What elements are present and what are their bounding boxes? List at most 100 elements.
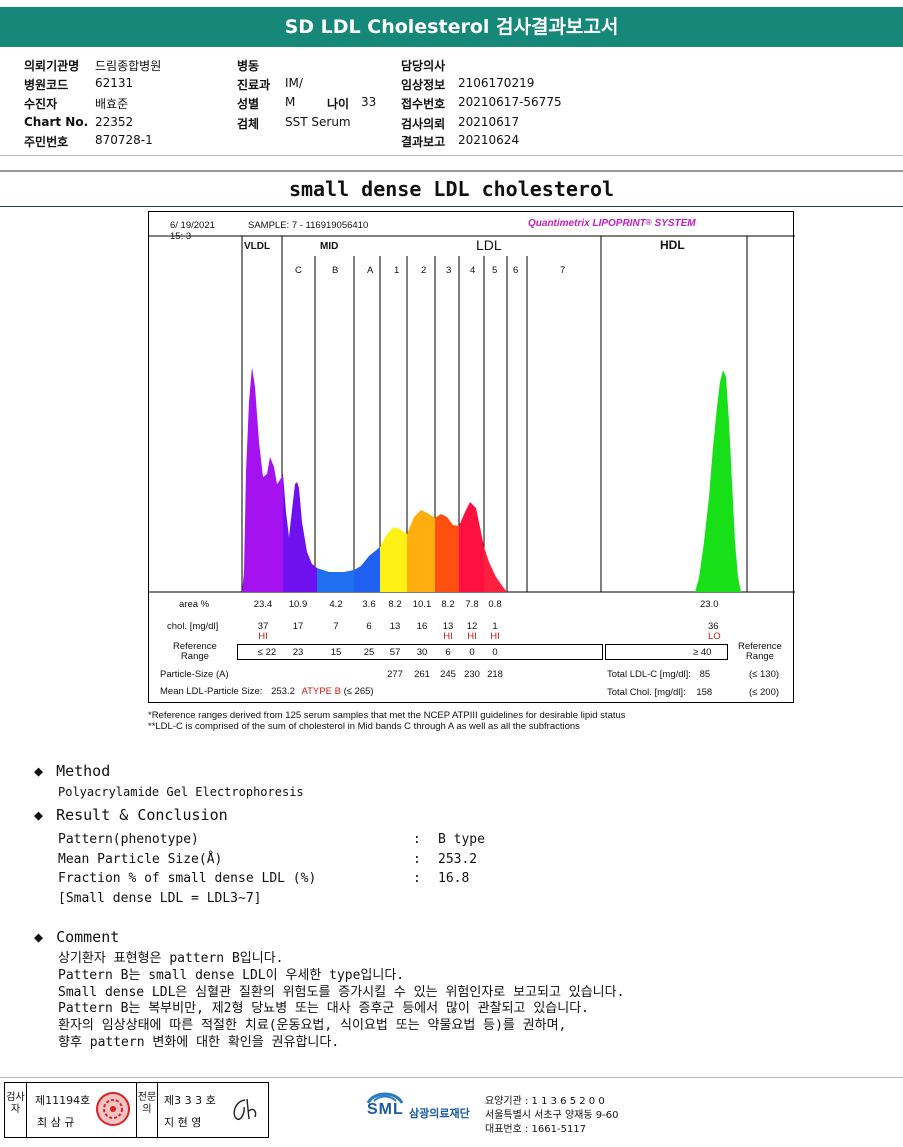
mid-c-area [283,474,317,592]
particle-size-value: 218 [487,669,503,680]
info-specimen: 검체 SST Serum [237,115,351,131]
divider [0,170,903,172]
specialist-no: 제3 3 3 호 [164,1094,216,1107]
row-label-chol: chol. [mg/dl] [167,621,219,632]
area-value: 3.6 [362,599,376,610]
result-note: [Small dense LDL = LDL3~7] [58,891,262,906]
reference-value: 15 [330,647,342,658]
row-label-area: area % [179,599,210,610]
area-value: 23.4 [253,599,273,610]
band-label-a: A [367,265,374,276]
info-request-date: 검사의뢰 20210617 [401,115,520,131]
row-label-particle: Particle-Size (A) [160,669,229,680]
chol-value: 37 [257,621,269,632]
chol-flag: HI [258,631,268,642]
reference-box-hdl [605,644,728,660]
particle-size-value: 230 [464,669,480,680]
info-department: 진료과 IM/ [237,76,303,92]
area-value: 10.9 [288,599,308,610]
info-hospital-code: 병원코드 62131 [24,76,134,92]
divider [0,206,903,207]
chol-flag: HI [443,631,453,642]
hdl-area [695,370,741,592]
examiner-name: 최 삼 규 [37,1116,75,1129]
chol-flag: HI [467,631,477,642]
group-hdl: HDL [660,238,685,252]
lipoprint-chart: 6/ 19/2021 15: 3 SAMPLE: 7 - 11691905641… [148,211,795,703]
method-heading: ◆ Method [34,762,111,780]
org-line: 요양기관 : 1 1 3 6 5 2 0 0 [485,1096,605,1107]
specialist-name: 지 현 영 [164,1116,202,1129]
divider [0,155,903,156]
total-chol: Total Chol. [mg/dl]: 158 [607,687,713,698]
total-ldl-limit: (≤ 130) [749,669,780,680]
ldl3-area [435,514,459,592]
comment-line: 상기환자 표현형은 pattern B입니다. [58,951,284,966]
info-institution: 의뢰기관명 드림종합병원 [24,59,162,73]
mid-a-area [354,547,380,592]
divider [0,1077,903,1078]
vldl-area [242,367,283,592]
hdl-reference: ≥ 40 [693,647,712,658]
band-label-7: 7 [560,265,566,276]
chol-value: 1 [492,621,498,632]
info-clinical: 임상정보 2106170219 [401,76,535,92]
info-age: 나이 33 [327,95,377,111]
report-header-title: SD LDL Cholesterol 검사결과보고서 [0,7,903,47]
result-row: Mean Particle Size(Å) [58,852,223,867]
chart-sample: SAMPLE: 7 - 116919056410 [248,220,369,231]
reference-value: 0 [469,647,475,658]
info-ward: 병동 [237,59,260,73]
total-chol-limit: (≤ 200) [749,687,780,698]
comment-line: Small dense LDL은 심혈관 질환의 위험도를 증가시킬 수 있는 … [58,985,625,1000]
result-row: Pattern(phenotype) [58,832,199,847]
sml-logo-icon [366,1092,404,1104]
chart-brand: Quantimetrix LIPOPRINT® SYSTEM [528,218,696,229]
total-ldl: Total LDL-C [mg/dl]: 85 [607,669,711,680]
reference-value: 0 [492,647,498,658]
result-value: B type [438,832,485,847]
chol-value: 16 [416,621,428,632]
chol-value: 13 [442,621,454,632]
hdl-reference-label: Reference Range [738,641,782,662]
org-line: 대표번호 : 1661-5117 [485,1124,587,1135]
comment-line: 향후 pattern 변화에 대한 확인을 권유합니다. [58,1035,340,1050]
org-logo-text: SML [367,1101,404,1118]
reference-value: 30 [416,647,428,658]
examiner-label: 검사자 [5,1083,27,1137]
footnote-1: *Reference ranges derived from 125 serum… [148,710,626,721]
row-label-mean: Mean LDL-Particle Size: 253.2 ATYPE B (≤… [160,686,374,697]
chol-value: 7 [333,621,339,632]
band-label-2: 2 [421,265,427,276]
result-heading: ◆ Result & Conclusion [34,806,228,824]
chol-value: 6 [366,621,372,632]
ldl5-area [484,547,507,592]
reference-value: 23 [292,647,304,658]
hdl-chol: 36 [708,621,719,632]
result-value: 16.8 [438,871,470,886]
org-line: 서울특별시 서초구 양재동 9-60 [485,1110,619,1121]
diamond-icon: ◆ [34,762,44,780]
area-value: 0.8 [488,599,502,610]
info-receipt-no: 접수번호 20210617-56775 [401,95,562,111]
reference-box-ldl [237,644,603,660]
ldl1-area [380,527,407,592]
row-label-reference: Reference Range [173,641,217,662]
chol-flag: HI [490,631,500,642]
ldl4-area [459,502,484,592]
org-name: 삼광의료재단 [409,1107,470,1120]
area-value: 10.1 [412,599,432,610]
band-label-5: 5 [492,265,498,276]
group-mid: MID [320,241,339,252]
reference-value: 6 [445,647,451,658]
group-vldl: VLDL [244,241,271,252]
area-value: 8.2 [388,599,402,610]
hdl-flag: LO [708,631,721,642]
band-label-b: B [332,265,339,276]
area-value: 7.8 [465,599,479,610]
result-colon: : [413,852,421,867]
reference-value: 25 [363,647,375,658]
diamond-icon: ◆ [34,806,44,824]
info-sex: 성별 M [237,95,296,111]
report-title: small dense LDL cholesterol [288,177,615,201]
